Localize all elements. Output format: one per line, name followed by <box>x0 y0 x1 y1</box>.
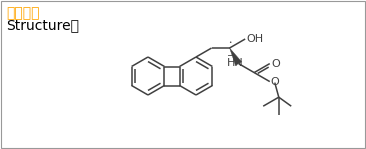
Text: •: • <box>228 40 231 45</box>
Text: 结构式：: 结构式： <box>6 6 40 20</box>
Text: O: O <box>271 77 280 87</box>
Text: Structure：: Structure： <box>6 18 79 32</box>
Text: HN: HN <box>227 58 243 68</box>
Text: O: O <box>271 59 280 69</box>
Text: OH: OH <box>247 34 264 44</box>
Polygon shape <box>229 48 242 65</box>
